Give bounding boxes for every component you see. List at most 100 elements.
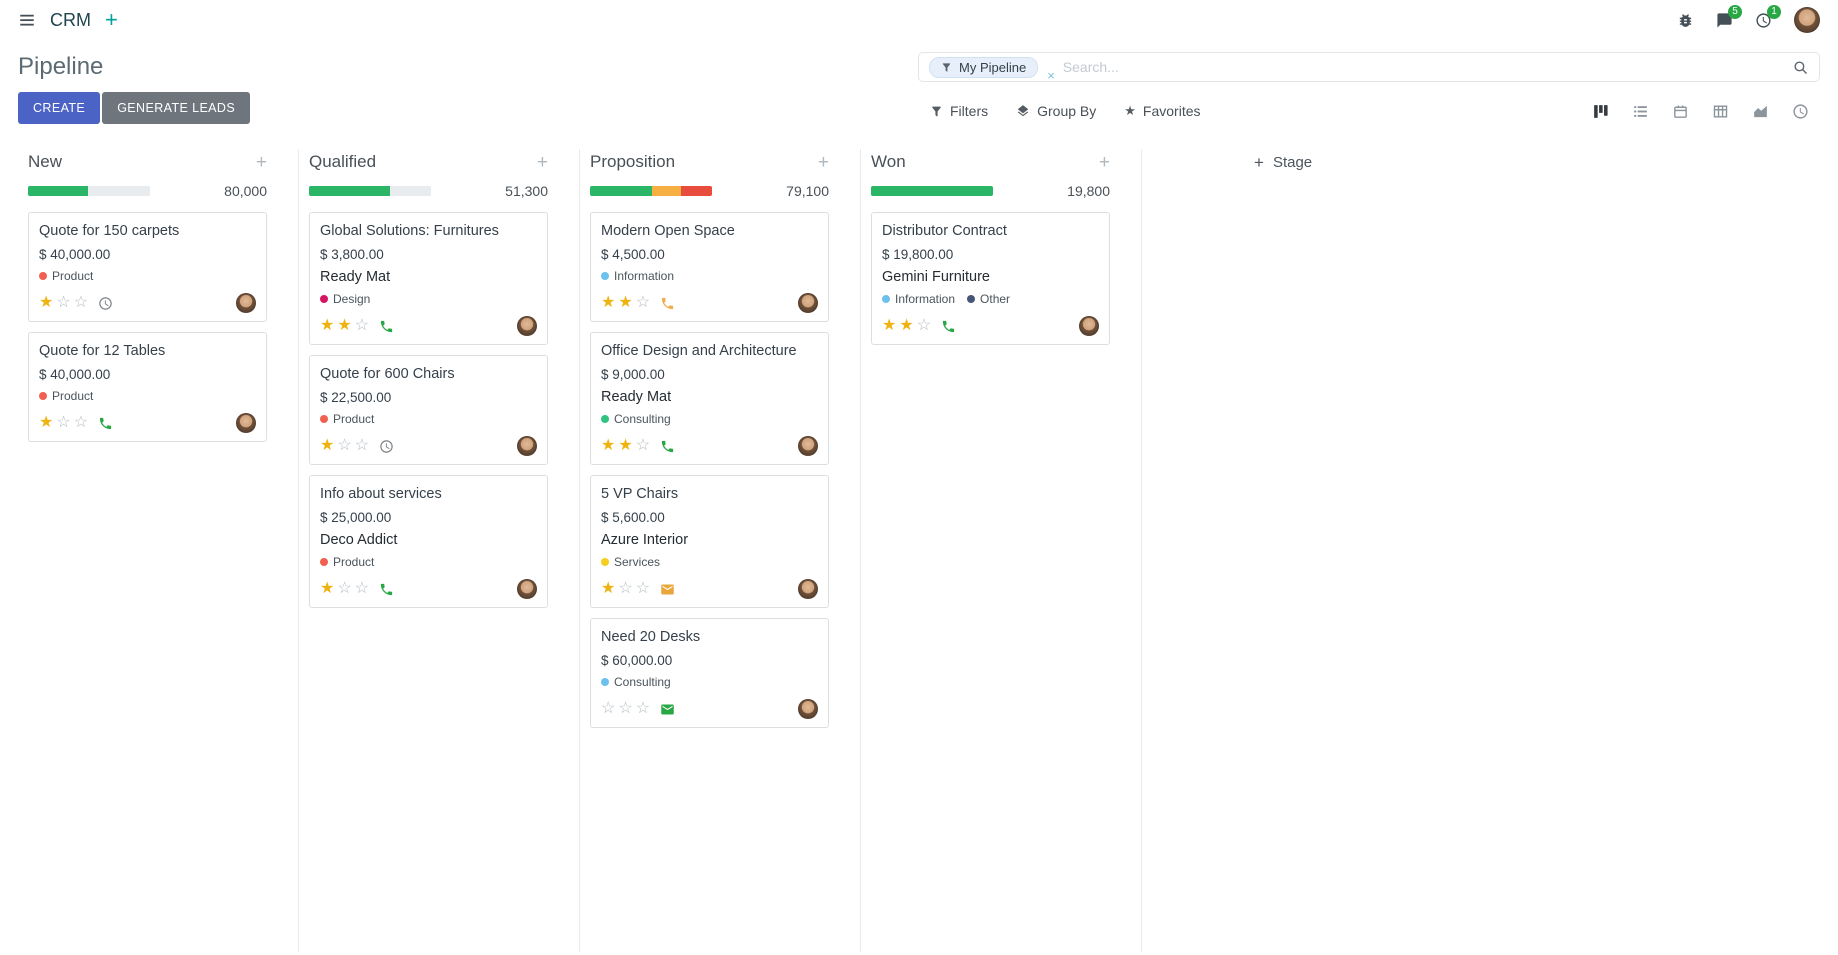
assignee-avatar[interactable] xyxy=(236,293,256,313)
search-input[interactable] xyxy=(1062,59,1784,75)
priority-star[interactable]: ★ xyxy=(601,580,616,597)
priority-star[interactable]: ☆ xyxy=(635,437,651,454)
assignee-avatar[interactable] xyxy=(798,293,818,313)
kanban-card[interactable]: Office Design and Architecture $ 9,000.00… xyxy=(590,332,829,465)
activity-clock-icon[interactable] xyxy=(379,439,394,454)
kanban-card[interactable]: 5 VP Chairs $ 5,600.00 Azure Interior Servi… xyxy=(590,475,829,608)
progress-segment-success[interactable] xyxy=(309,186,390,196)
kanban-card[interactable]: Quote for 12 Tables $ 40,000.00 Product ★ ☆ ☆ xyxy=(28,332,267,442)
systray-plus-icon[interactable]: + xyxy=(105,7,118,32)
facet-remove-icon[interactable]: × xyxy=(1047,67,1055,83)
column-add-icon[interactable]: + xyxy=(536,151,548,173)
assignee-avatar[interactable] xyxy=(798,699,818,719)
activity-phone-icon[interactable] xyxy=(98,416,113,431)
activity-envelope-icon[interactable] xyxy=(660,702,675,717)
progress-segment-success[interactable] xyxy=(590,186,653,196)
priority-star[interactable]: ☆ xyxy=(635,700,651,717)
priority-star[interactable]: ★ xyxy=(337,317,352,334)
kanban-card[interactable]: Global Solutions: Furnitures $ 3,800.00 Re… xyxy=(309,212,548,345)
debug-bug-icon[interactable] xyxy=(1677,12,1694,29)
activity-envelope-icon[interactable] xyxy=(660,582,675,597)
view-calendar-button[interactable] xyxy=(1660,97,1700,125)
priority-star[interactable]: ☆ xyxy=(354,580,370,597)
generate-leads-button[interactable]: GENERATE LEADS xyxy=(102,92,251,124)
activity-phone-icon[interactable] xyxy=(660,439,675,454)
view-pivot-button[interactable] xyxy=(1700,97,1740,125)
kanban-card[interactable]: Need 20 Desks $ 60,000.00 Consulting ☆ ☆ ☆ xyxy=(590,618,829,728)
priority-star[interactable]: ★ xyxy=(618,437,633,454)
priority-star[interactable]: ☆ xyxy=(618,700,633,717)
priority-star[interactable]: ☆ xyxy=(635,580,651,597)
priority-star[interactable]: ☆ xyxy=(618,580,633,597)
user-avatar[interactable] xyxy=(1794,7,1820,33)
favorites-button[interactable]: ★ Favorites xyxy=(1124,103,1200,119)
priority-star[interactable]: ★ xyxy=(601,294,616,311)
app-name[interactable]: CRM xyxy=(50,9,91,30)
column-progressbar[interactable] xyxy=(590,186,712,196)
assignee-avatar[interactable] xyxy=(236,413,256,433)
column-add-icon[interactable]: + xyxy=(817,151,829,173)
progress-segment-muted[interactable] xyxy=(87,186,150,196)
view-kanban-button[interactable] xyxy=(1580,97,1620,125)
priority-star[interactable]: ★ xyxy=(882,317,897,334)
messages-icon[interactable]: 5 xyxy=(1716,4,1742,29)
priority-star[interactable]: ☆ xyxy=(56,294,71,311)
column-add-icon[interactable]: + xyxy=(255,151,267,173)
progress-segment-success[interactable] xyxy=(871,186,993,196)
assignee-avatar[interactable] xyxy=(517,579,537,599)
priority-star[interactable]: ★ xyxy=(320,317,335,334)
kanban-card[interactable]: Modern Open Space $ 4,500.00 Information ★ ★… xyxy=(590,212,829,322)
activity-phone-icon[interactable] xyxy=(941,319,956,334)
priority-star[interactable]: ☆ xyxy=(354,317,370,334)
priority-star[interactable]: ☆ xyxy=(73,294,89,311)
view-list-button[interactable] xyxy=(1620,97,1660,125)
search-facet[interactable]: My Pipeline xyxy=(929,56,1039,78)
progress-segment-danger[interactable] xyxy=(681,186,712,196)
priority-star[interactable]: ☆ xyxy=(601,700,616,717)
kanban-card[interactable]: Quote for 600 Chairs $ 22,500.00 Product ★ ☆… xyxy=(309,355,548,465)
priority-star[interactable]: ☆ xyxy=(73,414,89,431)
create-button[interactable]: CREATE xyxy=(18,92,101,124)
priority-star[interactable]: ☆ xyxy=(337,580,352,597)
search-bar[interactable]: My Pipeline × xyxy=(918,52,1820,83)
column-progressbar[interactable] xyxy=(871,186,993,196)
view-graph-button[interactable] xyxy=(1740,97,1780,125)
progress-segment-muted[interactable] xyxy=(389,186,431,196)
priority-star[interactable]: ★ xyxy=(320,580,335,597)
assignee-avatar[interactable] xyxy=(1079,316,1099,336)
priority-star[interactable]: ★ xyxy=(39,414,54,431)
priority-star[interactable]: ★ xyxy=(39,294,54,311)
activity-phone-icon[interactable] xyxy=(379,582,394,597)
column-progressbar[interactable] xyxy=(28,186,150,196)
priority-star[interactable]: ★ xyxy=(320,437,335,454)
assignee-avatar[interactable] xyxy=(798,579,818,599)
search-icon[interactable] xyxy=(1792,59,1809,76)
priority-star[interactable]: ☆ xyxy=(635,294,651,311)
assignee-avatar[interactable] xyxy=(798,436,818,456)
priority-star[interactable]: ★ xyxy=(601,437,616,454)
filters-button[interactable]: Filters xyxy=(930,103,988,119)
kanban-card[interactable]: Distributor Contract $ 19,800.00 Gemini Fu… xyxy=(871,212,1110,345)
activity-clock-icon[interactable] xyxy=(98,296,113,311)
activity-phone-icon[interactable] xyxy=(379,319,394,334)
progress-segment-warning[interactable] xyxy=(652,186,682,196)
assignee-avatar[interactable] xyxy=(517,316,537,336)
assignee-avatar[interactable] xyxy=(517,436,537,456)
priority-star[interactable]: ☆ xyxy=(56,414,71,431)
progress-segment-success[interactable] xyxy=(28,186,88,196)
column-add-icon[interactable]: + xyxy=(1098,151,1110,173)
add-stage-button[interactable]: + Stage xyxy=(1254,149,1312,175)
view-activity-button[interactable] xyxy=(1780,97,1820,125)
activity-phone-icon[interactable] xyxy=(660,296,675,311)
column-progressbar[interactable] xyxy=(309,186,431,196)
priority-star[interactable]: ★ xyxy=(618,294,633,311)
priority-star[interactable]: ☆ xyxy=(916,317,932,334)
activities-icon[interactable]: 1 xyxy=(1755,4,1781,29)
priority-star[interactable]: ☆ xyxy=(337,437,352,454)
priority-star[interactable]: ☆ xyxy=(354,437,370,454)
kanban-card[interactable]: Quote for 150 carpets $ 40,000.00 Product ★… xyxy=(28,212,267,322)
kanban-card[interactable]: Info about services $ 25,000.00 Deco Addic… xyxy=(309,475,548,608)
group-by-button[interactable]: Group By xyxy=(1016,103,1096,119)
priority-star[interactable]: ★ xyxy=(899,317,914,334)
apps-menu-icon[interactable] xyxy=(18,11,36,29)
